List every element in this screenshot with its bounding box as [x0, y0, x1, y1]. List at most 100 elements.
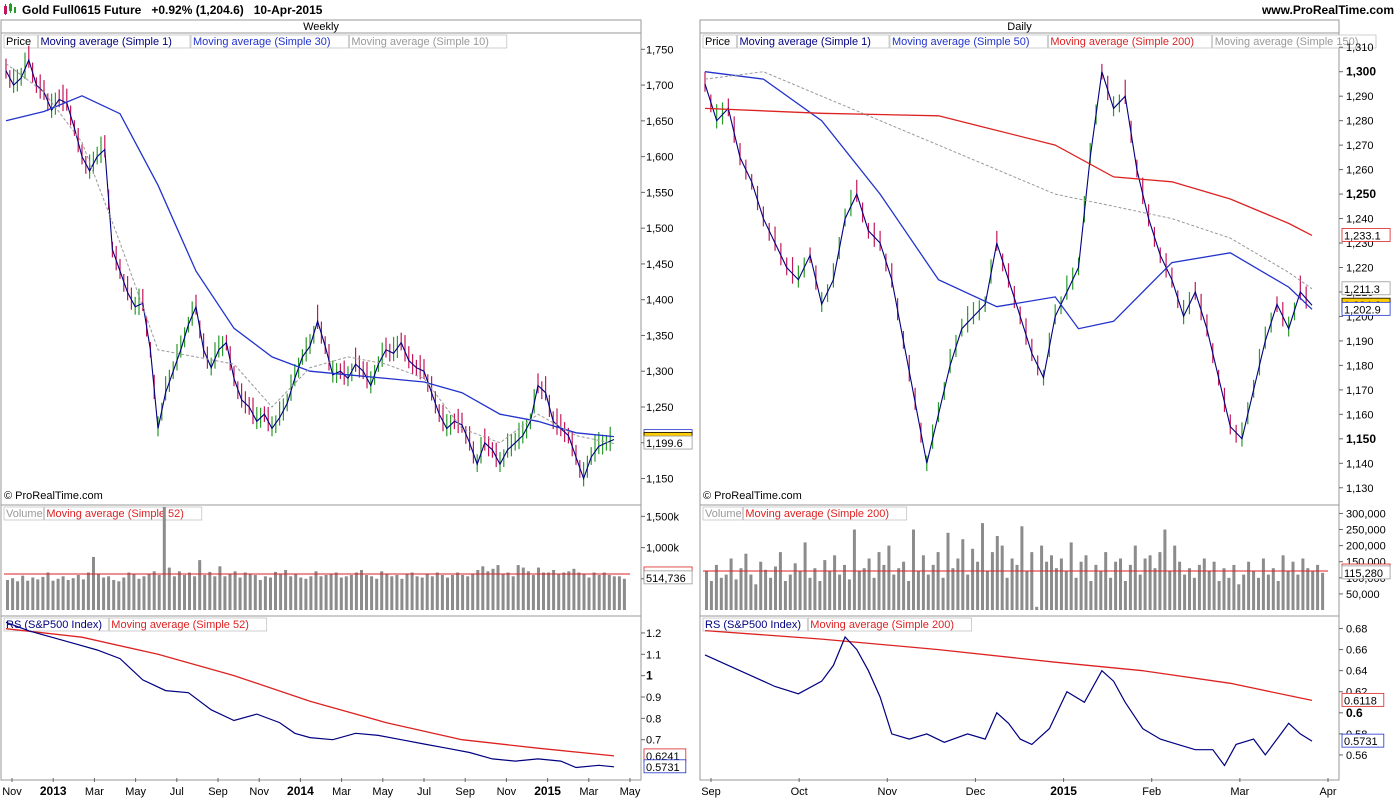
- x-tick-label-daily: Feb: [1142, 786, 1161, 798]
- volume-bar: [304, 578, 308, 610]
- volume-bar: [936, 552, 940, 610]
- volume-bar: [592, 572, 596, 610]
- volume-bar: [542, 572, 545, 610]
- x-tick-label-weekly: Mar: [85, 786, 104, 798]
- volume-bar: [1054, 568, 1058, 610]
- volume-bar: [1222, 568, 1226, 610]
- volume-bar: [31, 577, 35, 610]
- volume-bar: [324, 575, 328, 610]
- volume-bar: [263, 576, 267, 610]
- volume-bar: [966, 574, 970, 610]
- volume-bar: [188, 572, 191, 610]
- x-tick-label-weekly: Jul: [417, 786, 431, 798]
- legend-box: [190, 34, 349, 49]
- volume-bar: [243, 572, 247, 610]
- volume-bar: [1153, 568, 1157, 610]
- last-value-label: 0.5731: [1344, 736, 1378, 748]
- volume-bar: [734, 579, 738, 610]
- volume-bar: [552, 570, 556, 610]
- volume-bar: [764, 569, 768, 610]
- volume-bar: [102, 577, 106, 610]
- volume-bar: [729, 558, 733, 610]
- volume-bar: [360, 570, 363, 610]
- volume-bar: [531, 575, 535, 610]
- y-tick-label: 250,000: [1346, 525, 1386, 537]
- y-tick-label: 1,130: [1346, 483, 1374, 495]
- volume-bar: [279, 573, 283, 610]
- y-tick-label: 200,000: [1346, 541, 1386, 553]
- volume-bar: [847, 579, 851, 610]
- x-tick-label-weekly: Nov: [497, 786, 517, 798]
- volume-bar: [833, 555, 837, 610]
- last-value-label: 1,202.9: [1344, 304, 1381, 316]
- y-tick-label: 1,500k: [646, 511, 680, 523]
- volume-bar: [107, 576, 111, 610]
- volume-bar: [1281, 555, 1285, 610]
- volume-bar: [537, 567, 540, 610]
- y-tick-label: 1,160: [1346, 409, 1374, 421]
- volume-bar: [902, 561, 906, 610]
- legend-box: [1212, 34, 1377, 49]
- volume-bar: [582, 573, 586, 610]
- volume-bar: [425, 573, 429, 610]
- site-link[interactable]: www.ProRealTime.com: [1261, 3, 1394, 17]
- volume-bar: [813, 568, 817, 610]
- legend-item: Price: [705, 36, 730, 48]
- volume-bar: [1197, 564, 1201, 610]
- volume-bar: [430, 576, 434, 610]
- volume-bar: [892, 574, 896, 610]
- volume-bar: [607, 575, 611, 610]
- last-value-label: 1,199.6: [646, 438, 683, 450]
- x-tick-label-weekly: May: [125, 786, 146, 798]
- y-tick-label: 1,140: [1346, 458, 1374, 470]
- last-value-label: 115,280: [1344, 568, 1383, 580]
- volume-bar: [872, 577, 876, 610]
- volume-bar: [754, 584, 758, 611]
- x-tick-label-weekly: Sep: [455, 786, 475, 798]
- volume-bar: [274, 571, 277, 610]
- volume-bar: [71, 578, 75, 610]
- x-tick-label-daily: Oct: [791, 786, 808, 798]
- legend-box: [702, 34, 737, 49]
- volume-bar: [1296, 574, 1300, 610]
- volume-bar: [451, 575, 454, 610]
- y-tick-label: 0.64: [1346, 666, 1367, 678]
- volume-bar: [339, 577, 343, 610]
- sma10-line: [5, 63, 615, 444]
- last-value-badge: [1341, 733, 1385, 748]
- x-tick-label-daily: Nov: [878, 786, 898, 798]
- volume-bar: [828, 571, 832, 610]
- volume-bar: [1045, 561, 1049, 610]
- volume-bar: [309, 576, 313, 610]
- volume-bar: [1306, 568, 1310, 610]
- volume-bar: [1084, 555, 1088, 610]
- volume-bar: [127, 572, 131, 610]
- volume-bar: [1128, 564, 1132, 610]
- volume-bar: [258, 580, 262, 610]
- last-value-badge: [643, 435, 693, 450]
- volume-bar: [921, 555, 925, 610]
- volume-bar: [375, 578, 379, 610]
- sma30-line: [5, 95, 615, 438]
- volume-bar: [1000, 545, 1004, 610]
- volume-bar: [744, 553, 748, 610]
- volume-bar: [516, 565, 520, 610]
- y-tick-label: 1,250: [646, 402, 674, 414]
- volume-bar: [198, 560, 202, 610]
- volume-bar: [400, 578, 404, 610]
- legend-box: [38, 34, 191, 49]
- legend-box: [44, 506, 203, 521]
- y-tick-label: 1,550: [646, 187, 674, 199]
- y-tick-label: 1,450: [646, 259, 674, 271]
- volume-bar: [1094, 564, 1098, 610]
- legend-item: Volume: [6, 508, 43, 520]
- volume-bar: [223, 576, 227, 610]
- volume-bar: [1257, 577, 1260, 610]
- legend-box: [702, 506, 743, 521]
- volume-bar: [843, 564, 846, 610]
- volume-bar: [97, 573, 100, 610]
- volume-bar: [446, 577, 449, 610]
- volume-bar: [420, 577, 424, 610]
- legend-box: [889, 34, 1048, 49]
- x-tick-label-weekly: 2015: [534, 784, 561, 798]
